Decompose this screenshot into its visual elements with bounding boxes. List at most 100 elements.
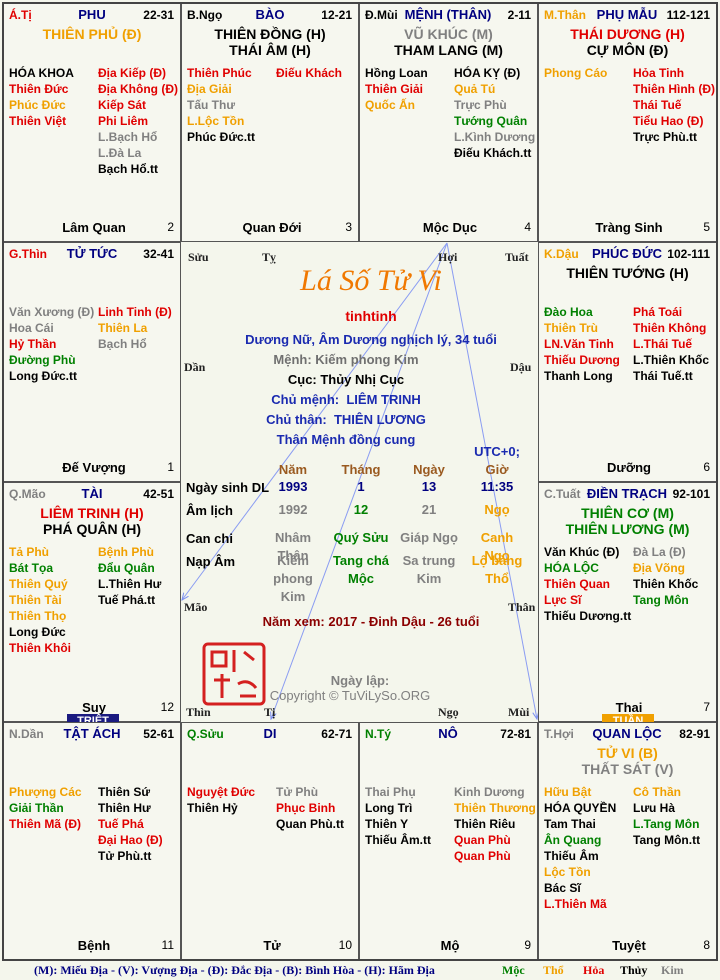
row-label: Âm lịch [186, 503, 233, 518]
legend-element: Thổ [543, 963, 564, 977]
star: Tang Môn.tt [633, 833, 701, 847]
aspect-line [446, 242, 537, 719]
star: Thiên Mã (Đ) [9, 817, 81, 831]
palace-name: BÀO [255, 7, 285, 22]
palace-number: 3 [345, 220, 352, 234]
palace-stem: N.Tý [365, 727, 392, 741]
palace-stem: K.Dậu [544, 247, 579, 261]
star: Thiên Khôi [9, 641, 71, 655]
palace-stage: Quan Đới [242, 220, 302, 235]
star: Long Đức.tt [9, 369, 78, 383]
palace-stem: Q.Mão [9, 487, 46, 501]
palace-name: DI [263, 726, 277, 741]
star: Quan Phù [454, 833, 511, 847]
table-cell: 1993 [278, 479, 308, 494]
star: Phượng Các [9, 785, 82, 799]
palace-stem: N.Dần [9, 727, 44, 741]
table-cell: Ngọ [484, 502, 510, 517]
table-cell: 13 [421, 479, 437, 494]
star: L.Thiên Khốc [633, 353, 709, 367]
palace-ages: 82-91 [679, 727, 710, 741]
star: Thiên Trù [544, 321, 598, 335]
palace: C.Tuất ĐIỀN TRẠCH 92-101 THIÊN CƠ (M) THIÊN … [538, 482, 717, 722]
star: Thiên Giải [365, 82, 424, 96]
star: L.Thái Tuế [633, 337, 693, 351]
palace: Á.Tị PHU 22-31 THIÊN PHỦ (Đ) HÓA KHOA Thiên Đ… [3, 3, 181, 242]
timezone: UTC+0; [474, 444, 520, 459]
than-menh: Thân Mệnh đồng cung [276, 432, 416, 447]
star: Thiếu Âm [544, 849, 599, 863]
palace-number: 5 [703, 220, 710, 234]
star: Bát Tọa [9, 561, 54, 575]
palace-ages: 42-51 [143, 487, 174, 501]
palace-ages: 102-111 [667, 247, 710, 261]
palace: T.Hợi QUAN LỘC 82-91 TỬ VI (B) THẤT SÁT (V) H… [538, 722, 717, 960]
star: HÓA LỘC [544, 561, 599, 575]
palace-name: TỬ TỨC [66, 246, 118, 261]
star: Tam Thai [544, 817, 596, 831]
cuc: Cục: Thủy Nhị Cục [287, 372, 405, 387]
palace-ages: 2-11 [507, 8, 531, 22]
branch-label: Dần [184, 360, 206, 374]
table-cell: 1 [357, 479, 365, 494]
palace-stage: Lâm Quan [62, 220, 126, 235]
palace-name: ĐIỀN TRẠCH [586, 486, 668, 501]
star: HÓA KỴ (Đ) [454, 66, 521, 80]
star: Địa Kiếp (Đ) [98, 66, 167, 80]
palace-stem: C.Tuất [544, 487, 581, 501]
star: Long Trì [365, 801, 413, 815]
table-cell: Giáp Ngọ [400, 530, 458, 545]
star: Hỷ Thần [9, 337, 57, 351]
palace-stem: Q.Sửu [187, 727, 224, 741]
table-header: Tháng [341, 462, 381, 477]
star: Đẩu Quân [98, 561, 155, 575]
branch-label: Tị [264, 705, 276, 719]
palace-stem: Á.Tị [9, 8, 32, 22]
table-cell: Quý Sửu [333, 530, 389, 545]
palace-number: 9 [524, 938, 531, 952]
palace-stem: T.Hợi [544, 727, 574, 741]
palace-number: 11 [161, 938, 174, 952]
palace-number: 7 [703, 700, 710, 714]
main-star: THÁI ÂM (H) [229, 42, 311, 58]
chart-title: Lá Số Tử Vi [300, 264, 442, 297]
star: HÓA QUYỀN [544, 801, 617, 815]
seal [202, 642, 266, 706]
legend-text: (M): Miếu Địa - (V): Vượng Địa - (Đ): Đắ… [34, 963, 435, 977]
star: Tướng Quân [454, 114, 528, 128]
legend-element: Hỏa [583, 963, 605, 977]
legend-element: Thủy [620, 963, 648, 977]
star: Tử Phù.tt [98, 849, 152, 863]
table-header: Giờ [485, 462, 509, 477]
star: Hồng Loan [365, 66, 428, 80]
main-star: THIÊN TƯỚNG (H) [566, 265, 689, 281]
star: Trực Phù.tt [633, 130, 698, 144]
star: Tuế Phá.tt [98, 593, 156, 607]
star: Địa Không (Đ) [98, 82, 178, 96]
palace-ages: 12-21 [321, 8, 352, 22]
palace-stage: Đế Vượng [62, 460, 126, 475]
star: L.Kình Dương [454, 130, 536, 144]
star: Quan Phù.tt [276, 817, 344, 831]
branch-label: Thân [508, 600, 536, 614]
palace-number: 8 [703, 938, 710, 952]
star: Tấu Thư [187, 98, 236, 112]
star: Lưu Hà [633, 801, 676, 815]
palace-ages: 52-61 [143, 727, 174, 741]
branch-label: Dậu [510, 360, 532, 374]
table-cell: Nhâm Thân [274, 530, 312, 563]
palace-ages: 22-31 [143, 8, 174, 22]
star: Thiên Phúc [187, 66, 252, 80]
star: Thiên Đức [9, 82, 69, 96]
star: Thái Tuế [633, 98, 682, 112]
star: Hỏa Tinh [633, 66, 685, 80]
table-cell: 11:35 [480, 479, 514, 494]
star: Long Đức [9, 625, 66, 639]
star: Lộc Tồn [544, 865, 591, 879]
main-star: PHÁ QUÂN (H) [43, 521, 141, 537]
info: Dương Nữ, Âm Dương nghịch lý, 34 tuổi [245, 332, 497, 347]
palace: Q.Mão TÀI 42-51 LIÊM TRINH (H) PHÁ QUÂN (H) T… [3, 482, 181, 722]
